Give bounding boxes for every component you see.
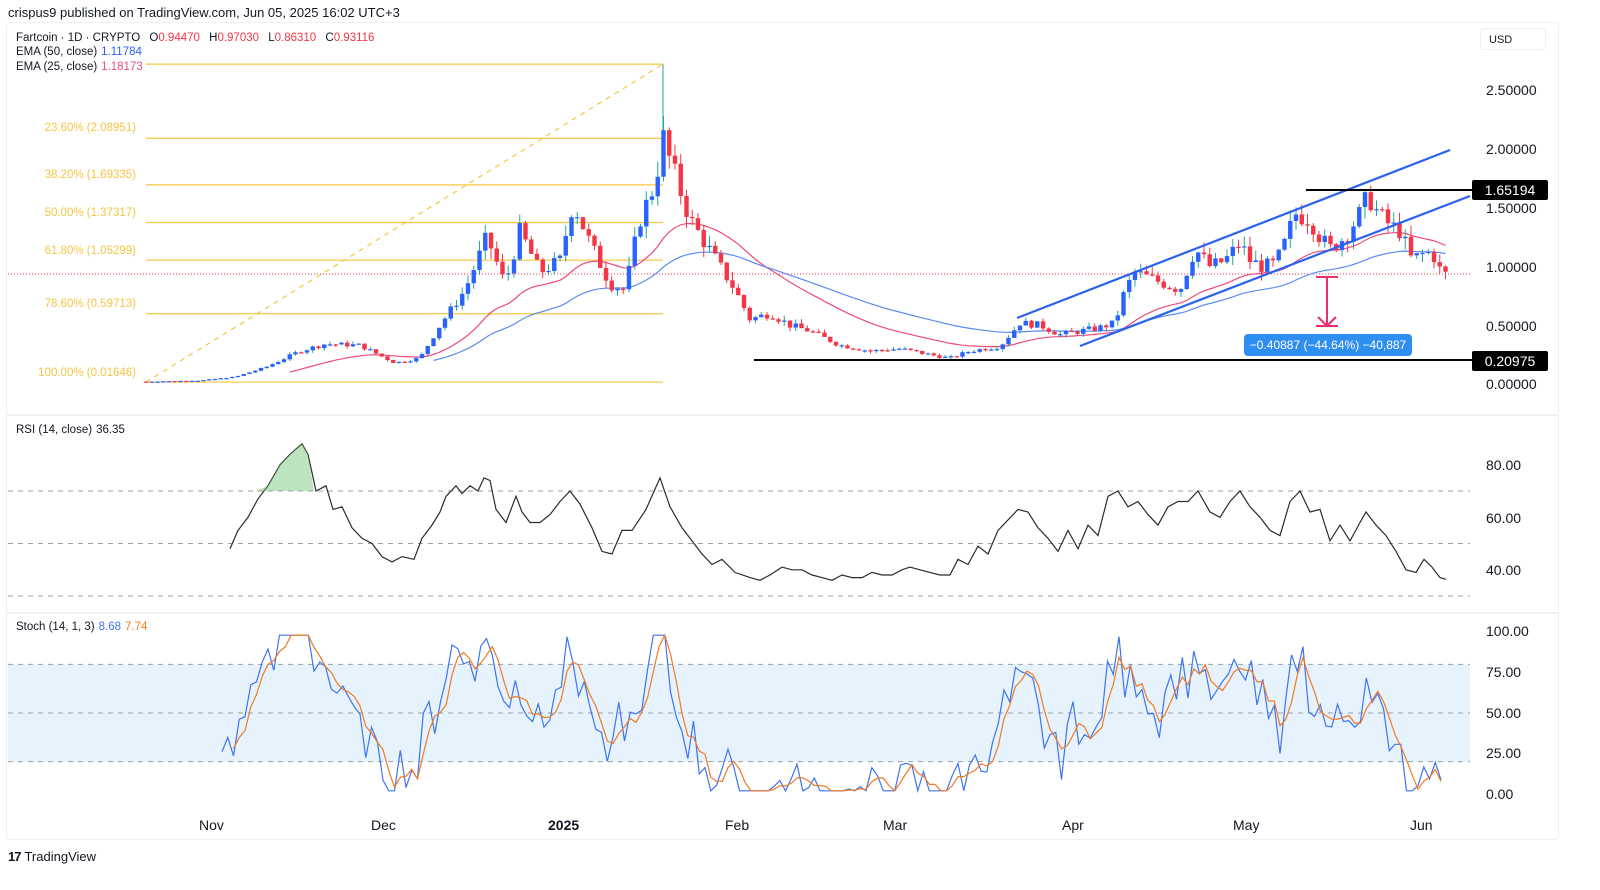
stoch-tick: 25.00 bbox=[1486, 745, 1522, 761]
time-label: May bbox=[1233, 817, 1260, 833]
price-tick: 1.00000 bbox=[1486, 259, 1537, 275]
fib-label-100: 100.00% (0.01646) bbox=[38, 367, 136, 379]
stoch-k-value: 8.68 bbox=[98, 621, 122, 633]
time-label: 2025 bbox=[548, 817, 580, 833]
symbol-legend[interactable]: Fartcoin · 1D · CRYPTO O0.94470 H0.97030… bbox=[16, 32, 374, 44]
time-label: Nov bbox=[199, 817, 224, 833]
stoch-tick: 50.00 bbox=[1486, 705, 1522, 721]
price-tick: 2.50000 bbox=[1486, 82, 1537, 98]
symbol-label: Fartcoin · 1D · CRYPTO bbox=[16, 32, 141, 44]
ohlc-high: H0.97030 bbox=[209, 32, 260, 44]
currency-button[interactable]: USD bbox=[1480, 28, 1546, 50]
price-tick: 1.50000 bbox=[1486, 200, 1537, 216]
tradingview-brand: 17 TradingView bbox=[8, 849, 96, 864]
rsi-tick: 60.00 bbox=[1486, 510, 1522, 526]
tradingview-logo-icon: 17 bbox=[8, 849, 22, 864]
ohlc-open: O0.94470 bbox=[149, 32, 200, 44]
published-info: crispus9 published on TradingView.com, J… bbox=[8, 5, 400, 20]
stoch-tick: 0.00 bbox=[1486, 786, 1514, 802]
ema25-value: 1.18173 bbox=[101, 61, 143, 73]
price-tick: 2.00000 bbox=[1486, 141, 1537, 157]
ema50-label: EMA (50, close) bbox=[16, 46, 98, 58]
price-tick: 0.50000 bbox=[1486, 318, 1537, 334]
brand-label: TradingView bbox=[24, 849, 97, 864]
fib-label-382: 38.20% (1.69335) bbox=[44, 169, 136, 181]
rsi-value: 36.35 bbox=[96, 424, 125, 436]
rsi-label: RSI (14, close) bbox=[16, 424, 93, 436]
measure-label: −0.40887 (−44.64%) −40,887 bbox=[1244, 334, 1412, 356]
time-label: Feb bbox=[725, 817, 750, 833]
stoch-label: Stoch (14, 1, 3) bbox=[16, 621, 95, 633]
ema50-value: 1.11784 bbox=[101, 46, 142, 58]
ohlc-close: C0.93116 bbox=[325, 32, 375, 44]
fib-label-236: 23.60% (2.08951) bbox=[44, 122, 136, 134]
time-label: Jun bbox=[1410, 817, 1433, 833]
time-label: Mar bbox=[883, 817, 908, 833]
stoch-legend[interactable]: Stoch (14, 1, 3) 8.68 7.74 bbox=[16, 621, 147, 633]
fib-label-618: 61.80% (1.05299) bbox=[44, 245, 136, 257]
stoch-tick: 100.00 bbox=[1486, 623, 1529, 639]
support-price-tag: 0.20975 bbox=[1472, 351, 1548, 371]
ema25-legend[interactable]: EMA (25, close) 1.18173 bbox=[16, 61, 143, 73]
price-tick: 0.00000 bbox=[1486, 376, 1537, 392]
stoch-tick: 75.00 bbox=[1486, 664, 1522, 680]
chart-frame bbox=[6, 22, 1559, 840]
pane-separator[interactable] bbox=[6, 414, 1559, 416]
time-label: Dec bbox=[371, 817, 396, 833]
pane-separator[interactable] bbox=[6, 612, 1559, 614]
rsi-tick: 40.00 bbox=[1486, 562, 1522, 578]
stoch-d-value: 7.74 bbox=[125, 621, 148, 633]
rsi-tick: 80.00 bbox=[1486, 457, 1522, 473]
ohlc-low: L0.86310 bbox=[268, 32, 317, 44]
resistance-price-tag: 1.65194 bbox=[1472, 180, 1548, 200]
rsi-legend[interactable]: RSI (14, close) 36.35 bbox=[16, 424, 125, 436]
fib-label-786: 78.60% (0.59713) bbox=[44, 298, 136, 310]
time-label: Apr bbox=[1062, 817, 1084, 833]
fib-label-500: 50.00% (1.37317) bbox=[44, 207, 136, 219]
ema50-legend[interactable]: EMA (50, close) 1.11784 bbox=[16, 46, 142, 58]
ema25-label: EMA (25, close) bbox=[16, 61, 98, 73]
